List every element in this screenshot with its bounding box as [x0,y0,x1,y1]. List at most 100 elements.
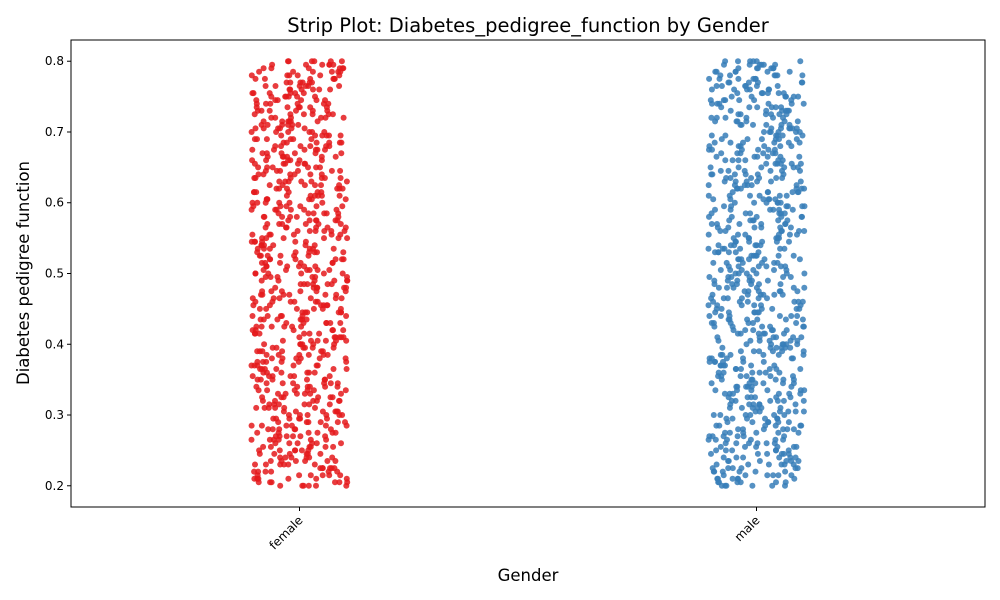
data-point [338,334,345,341]
data-point [249,231,256,238]
data-point [715,369,722,376]
data-point [776,206,782,213]
data-point [279,348,286,355]
data-point [780,397,787,404]
data-point [305,429,312,436]
data-point [322,337,329,344]
data-point [340,114,347,121]
data-point [752,394,758,401]
data-point [798,334,805,341]
data-point [321,129,328,135]
data-point [319,61,326,68]
data-point [315,394,322,401]
data-point [714,302,721,309]
data-point [720,295,727,302]
data-point [248,362,255,369]
data-point [259,150,266,157]
data-point [326,401,333,408]
data-point [795,429,802,436]
data-point [781,412,788,418]
data-point [324,281,331,288]
data-point [728,213,735,220]
data-point [285,58,292,65]
data-point [279,380,286,387]
data-point [253,404,260,411]
data-point [334,419,341,426]
data-point [266,182,273,189]
data-point [268,355,275,362]
data-point [314,298,321,305]
data-point [793,136,800,143]
data-point [286,450,293,457]
data-point [747,210,754,217]
data-point [740,139,746,146]
data-point [793,125,800,132]
data-point [301,206,308,213]
data-point [305,482,312,489]
data-point [756,192,763,199]
series-male [705,58,808,489]
data-point [738,404,745,411]
data-point [763,107,770,114]
data-point [751,302,758,309]
data-point [797,366,804,372]
x-axis: female male [266,507,763,552]
data-point [326,132,332,139]
data-point [297,143,304,150]
data-point [756,348,763,355]
data-point [338,440,344,447]
data-point [317,72,324,79]
data-point [738,465,745,472]
data-point [308,337,314,344]
data-point [783,192,790,199]
data-point [302,238,309,245]
data-point [742,327,749,334]
data-point [787,274,794,280]
data-point [799,72,806,79]
data-point [720,454,727,461]
data-point [777,143,784,150]
data-point [714,475,721,482]
data-point [777,281,784,288]
data-point [299,341,306,348]
data-point [796,153,803,160]
data-point [742,157,749,164]
data-point [260,213,267,220]
data-point [248,436,255,443]
data-point [717,267,724,273]
data-point [764,472,771,479]
data-point [718,150,725,157]
data-point [283,320,290,326]
data-point [711,277,718,284]
data-point [290,433,296,440]
data-point [754,153,761,160]
data-point [745,288,752,295]
data-point [753,429,760,436]
data-point [782,468,789,475]
data-point [331,334,338,341]
data-point [781,245,788,252]
data-point [287,136,294,143]
data-point [337,175,344,181]
data-point [297,203,304,210]
data-point [720,369,727,376]
data-point [287,171,294,178]
data-point [750,320,756,326]
data-point [750,348,757,355]
data-point [714,221,720,227]
data-point [783,327,790,334]
data-point [742,231,749,238]
data-point [272,206,279,213]
data-point [725,249,732,256]
data-point [276,447,283,454]
data-point [707,164,714,171]
data-point [797,387,804,394]
data-point [789,189,796,196]
data-point [725,465,732,472]
data-point [785,408,792,415]
data-point [344,274,350,280]
data-point [275,401,282,408]
data-point [264,313,271,319]
data-point [294,228,301,234]
